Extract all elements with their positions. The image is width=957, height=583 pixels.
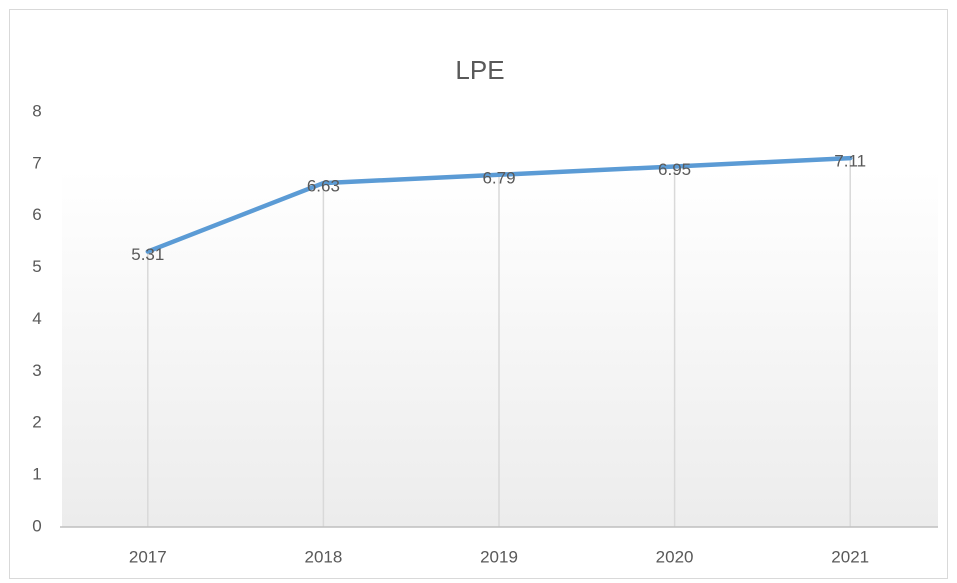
data-label: 6.95 <box>658 160 691 179</box>
plot-background <box>62 170 938 527</box>
x-tick-label: 2018 <box>304 547 342 566</box>
x-tick-label: 2020 <box>656 547 694 566</box>
data-label: 7.11 <box>834 152 866 171</box>
data-label: 5.31 <box>131 245 164 264</box>
chart-title: LPE <box>455 55 504 85</box>
x-tick-label: 2019 <box>480 547 518 566</box>
y-tick-label: 8 <box>32 101 41 120</box>
x-tick-label: 2021 <box>831 547 869 566</box>
y-tick-label: 3 <box>32 361 41 380</box>
data-label: 6.79 <box>482 168 515 187</box>
x-tick-label: 2017 <box>129 547 167 566</box>
y-tick-label: 1 <box>32 465 41 484</box>
y-tick-label: 0 <box>32 516 41 535</box>
y-tick-label: 5 <box>32 257 41 276</box>
y-tick-label: 6 <box>32 205 41 224</box>
y-tick-label: 4 <box>32 309 41 328</box>
y-tick-label: 2 <box>32 413 41 432</box>
y-tick-label: 7 <box>32 153 41 172</box>
data-line <box>145 155 853 254</box>
data-label: 6.63 <box>307 177 340 196</box>
